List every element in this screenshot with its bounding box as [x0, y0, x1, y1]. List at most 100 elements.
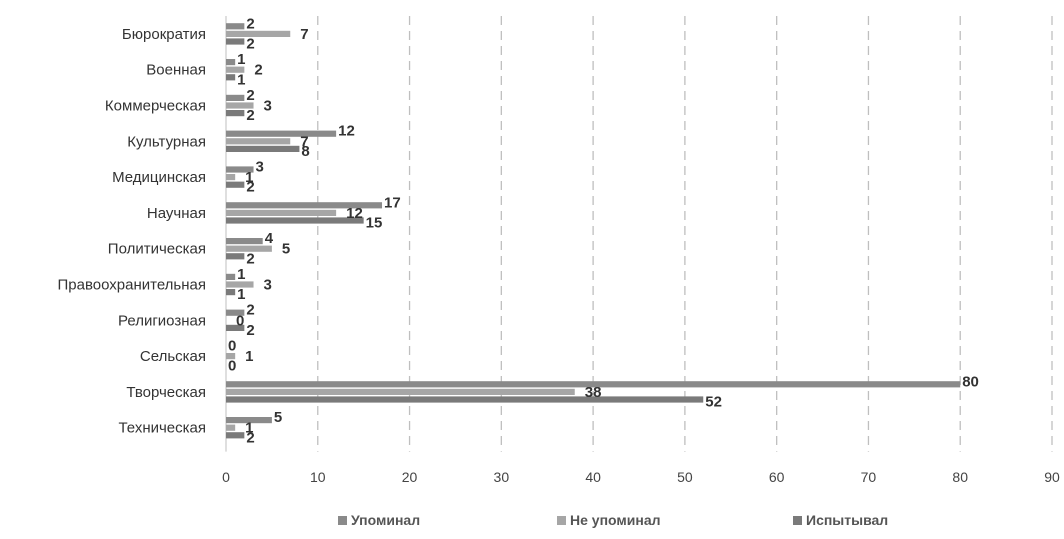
category-label-4: Медицинская — [112, 169, 206, 186]
category-label-3: Культурная — [127, 133, 206, 150]
data-label-2-0: 2 — [246, 87, 254, 104]
bar-2-2 — [226, 110, 245, 117]
bar-7-1 — [226, 281, 254, 288]
x-tick-label-4: 40 — [585, 469, 601, 485]
legend-item-0: Упоминал — [338, 512, 420, 528]
category-label-11: Техническая — [118, 420, 206, 437]
bar-8-2 — [226, 324, 245, 331]
data-label-2-2: 2 — [246, 107, 254, 124]
bar-5-0 — [226, 202, 383, 209]
bar-11-0 — [226, 417, 272, 424]
data-label-9-1: 1 — [245, 348, 253, 365]
data-label-0-0: 2 — [246, 15, 254, 32]
x-tick-label-8: 80 — [952, 469, 968, 485]
x-tick-label-7: 70 — [861, 469, 877, 485]
data-label-8-1: 0 — [236, 312, 244, 329]
category-label-2: Коммерческая — [105, 98, 206, 115]
data-label-0-1: 7 — [300, 26, 308, 43]
data-label-10-0: 80 — [962, 373, 979, 390]
data-label-11-2: 2 — [246, 429, 254, 446]
bar-4-0 — [226, 166, 254, 173]
legend: Упоминал Не упоминал Испытывал — [0, 512, 1064, 536]
category-labels: Бюрократия Военная Коммерческая Культурная М… — [58, 26, 207, 437]
data-label-11-0: 5 — [274, 409, 282, 426]
bar-11-2 — [226, 432, 245, 439]
data-label-7-0: 1 — [237, 266, 245, 283]
category-label-0: Бюрократия — [122, 26, 206, 43]
category-label-5: Научная — [147, 205, 206, 222]
bar-10-1 — [226, 388, 575, 395]
x-tick-labels: 0 10 20 30 40 50 60 70 80 90 — [222, 469, 1060, 485]
data-label-1-1: 2 — [254, 62, 262, 79]
category-label-9: Сельская — [140, 348, 206, 365]
bar-11-1 — [226, 424, 236, 431]
x-tick-label-5: 50 — [677, 469, 693, 485]
bar-5-2 — [226, 217, 364, 224]
bar-8-0 — [226, 309, 245, 316]
data-label-3-1: 7 — [300, 133, 308, 150]
legend-swatch-0 — [338, 515, 347, 525]
bar-7-2 — [226, 289, 236, 296]
bar-6-0 — [226, 238, 263, 245]
bars — [226, 23, 961, 439]
legend-swatch-1 — [557, 515, 566, 525]
bar-2-1 — [226, 102, 254, 109]
bar-0-1 — [226, 30, 291, 37]
data-label-5-1: 12 — [346, 205, 363, 222]
legend-label-1: Не упоминал — [570, 512, 661, 528]
data-label-8-0: 2 — [246, 302, 254, 319]
category-label-8: Религиозная — [118, 312, 206, 329]
bar-1-0 — [226, 59, 236, 66]
bar-7-0 — [226, 273, 236, 280]
legend-label-2: Испытывал — [806, 512, 889, 528]
data-label-2-1: 3 — [264, 98, 272, 115]
x-tick-label-1: 10 — [310, 469, 326, 485]
data-label-5-0: 17 — [384, 194, 401, 211]
bar-9-1 — [226, 353, 236, 360]
x-tick-label-9: 90 — [1044, 469, 1060, 485]
data-label-4-2: 2 — [246, 179, 254, 196]
bar-0-2 — [226, 38, 245, 45]
data-label-3-0: 12 — [338, 123, 355, 140]
data-label-11-1: 1 — [245, 420, 253, 437]
bar-4-2 — [226, 181, 245, 188]
bar-5-1 — [226, 209, 337, 216]
bar-1-2 — [226, 74, 236, 81]
data-label-8-2: 2 — [246, 322, 254, 339]
data-label-4-0: 3 — [256, 159, 264, 176]
legend-swatch-2 — [793, 515, 802, 525]
bar-3-1 — [226, 138, 291, 145]
bar-10-0 — [226, 381, 961, 388]
bar-0-0 — [226, 23, 245, 30]
bar-3-0 — [226, 130, 337, 137]
data-label-4-1: 1 — [245, 169, 253, 186]
grid-lines — [225, 16, 1053, 452]
data-label-10-2: 52 — [705, 394, 722, 411]
legend-item-1: Не упоминал — [557, 512, 661, 528]
data-labels: 2721212321278312171215452131202010803852… — [228, 15, 979, 446]
x-tick-label-2: 20 — [402, 469, 418, 485]
legend-item-2: Испытывал — [793, 512, 888, 528]
data-label-7-2: 1 — [237, 286, 245, 303]
bar-3-2 — [226, 145, 300, 152]
data-label-1-0: 1 — [237, 51, 245, 68]
data-label-1-2: 1 — [237, 71, 245, 88]
data-label-5-2: 15 — [366, 215, 383, 232]
bar-4-1 — [226, 174, 236, 181]
data-label-6-1: 5 — [282, 241, 290, 258]
x-tick-label-0: 0 — [222, 469, 230, 485]
data-label-3-2: 8 — [301, 143, 309, 160]
bar-6-1 — [226, 245, 272, 252]
bar-10-2 — [226, 396, 704, 403]
category-label-6: Политическая — [108, 241, 206, 258]
data-label-6-2: 2 — [246, 250, 254, 267]
category-label-7: Правоохранительная — [58, 277, 207, 294]
x-tick-label-6: 60 — [769, 469, 785, 485]
x-tick-label-3: 30 — [494, 469, 510, 485]
data-label-7-1: 3 — [264, 277, 272, 294]
legend-label-0: Упоминал — [351, 512, 421, 528]
category-label-10: Творческая — [126, 384, 206, 401]
bar-2-0 — [226, 94, 245, 101]
data-label-9-0: 0 — [228, 338, 236, 355]
